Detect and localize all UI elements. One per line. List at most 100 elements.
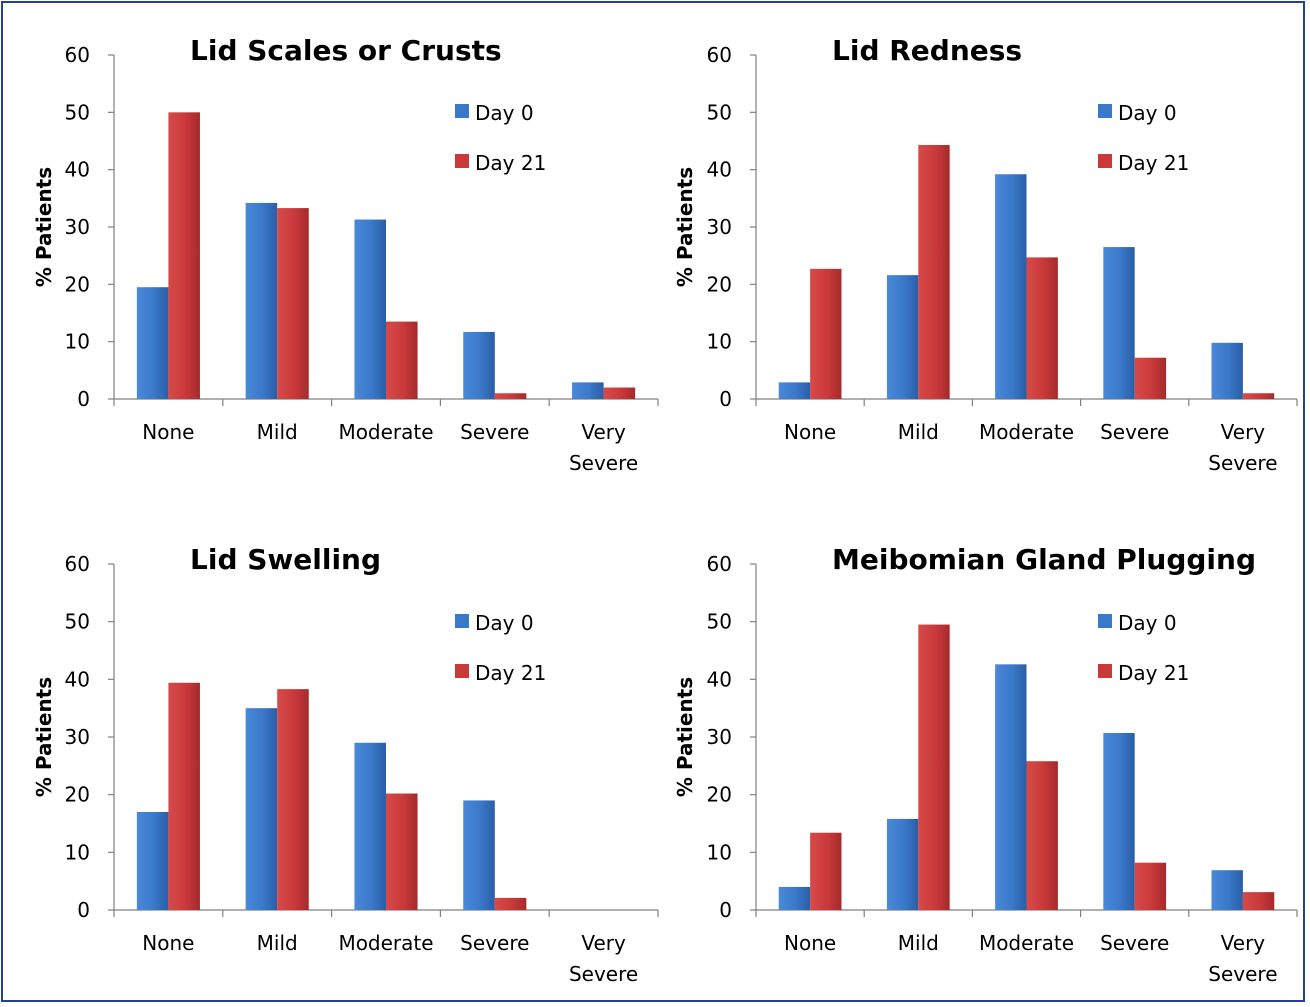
bar-day-0 (136, 811, 169, 910)
bar-day-0 (1103, 247, 1135, 399)
legend-swatch-day-21 (455, 154, 469, 168)
y-tick-label: 50 (707, 610, 732, 634)
legend-label-day-21: Day 21 (1118, 661, 1189, 685)
legend-label-day-21: Day 21 (475, 151, 546, 175)
y-tick-label: 0 (77, 387, 90, 411)
legend-label-day-0: Day 0 (1118, 611, 1177, 635)
x-tick-label: Very Severe (1208, 420, 1277, 475)
y-tick-label: 50 (65, 610, 90, 634)
bar-day-0 (1211, 342, 1243, 399)
y-tick-label: 30 (65, 215, 90, 239)
x-tick-label: None (142, 420, 194, 444)
bar-day-0 (463, 331, 495, 399)
bar-day-0 (136, 287, 169, 399)
bar-day-0 (995, 174, 1027, 399)
bar-day-21 (603, 387, 636, 399)
chart-title: Lid Scales or Crusts (190, 34, 502, 67)
y-tick-label: 20 (707, 272, 732, 296)
y-tick-label: 0 (77, 898, 90, 922)
x-tick-label: Mild (898, 931, 939, 955)
x-tick-label: Mild (898, 420, 939, 444)
y-tick-label: 60 (65, 43, 90, 67)
y-axis-label: % Patients (32, 167, 56, 287)
y-tick-label: 30 (65, 725, 90, 749)
bar-day-21 (1134, 357, 1167, 399)
bar-day-0 (354, 742, 386, 910)
bar-day-0 (463, 800, 495, 910)
x-tick-label: Very Severe (569, 420, 638, 475)
x-tick-label: Mild (257, 931, 298, 955)
bar-day-21 (1026, 257, 1058, 399)
bar-day-0 (572, 382, 604, 399)
bar-day-21 (1242, 892, 1275, 910)
legend-label-day-21: Day 21 (1118, 151, 1189, 175)
legend-swatch-day-21 (455, 664, 469, 678)
bar-day-21 (1134, 862, 1167, 910)
x-tick-label: Severe (1100, 931, 1169, 955)
y-tick-label: 40 (65, 667, 90, 691)
chart-panel: Lid Swelling % Patients 0 10 20 30 40 50 60 None M… (32, 543, 659, 986)
legend-swatch-day-21 (1098, 154, 1112, 168)
y-tick-label: 10 (707, 840, 732, 864)
x-tick-label: Moderate (979, 420, 1074, 444)
legend-label-day-21: Day 21 (475, 661, 546, 685)
y-tick-label: 30 (707, 215, 732, 239)
bar-day-0 (995, 664, 1027, 910)
bar-day-21 (1242, 393, 1275, 399)
legend-swatch-day-0 (455, 614, 469, 628)
y-tick-label: 20 (65, 272, 90, 296)
y-axis-label: % Patients (673, 167, 697, 287)
x-tick-label: Moderate (338, 420, 433, 444)
bar-day-21 (277, 689, 309, 910)
y-tick-label: 30 (707, 725, 732, 749)
y-tick-label: 10 (65, 840, 90, 864)
bar-day-0 (245, 708, 278, 910)
chart-panel: Lid Scales or Crusts % Patients 0 10 20 30 40 5… (32, 34, 659, 475)
bar-day-21 (494, 897, 527, 910)
legend-swatch-day-0 (1098, 614, 1112, 628)
bar-day-0 (886, 275, 919, 399)
x-tick-label: Severe (460, 420, 529, 444)
chart-title: Lid Redness (832, 34, 1022, 67)
y-tick-label: 0 (719, 387, 732, 411)
legend-swatch-day-0 (455, 104, 469, 118)
bar-day-21 (386, 321, 418, 399)
y-tick-label: 40 (65, 158, 90, 182)
bar-day-21 (918, 145, 950, 399)
x-tick-label: Moderate (979, 931, 1074, 955)
bar-day-21 (810, 832, 842, 910)
y-tick-label: 40 (707, 667, 732, 691)
x-tick-label: None (784, 931, 836, 955)
y-tick-label: 20 (707, 783, 732, 807)
bar-day-21 (494, 393, 527, 399)
bar-day-0 (354, 219, 386, 399)
legend-label-day-0: Day 0 (1118, 101, 1177, 125)
x-tick-label: None (784, 420, 836, 444)
bar-day-0 (778, 382, 811, 399)
y-tick-label: 10 (65, 330, 90, 354)
bar-day-21 (386, 793, 418, 910)
x-tick-label: Moderate (338, 931, 433, 955)
y-axis-label: % Patients (673, 677, 697, 797)
x-tick-label: Mild (257, 420, 298, 444)
y-tick-label: 60 (65, 552, 90, 576)
y-tick-label: 0 (719, 898, 732, 922)
bar-day-21 (810, 268, 842, 399)
x-tick-label: Very Severe (569, 931, 638, 986)
chart-panel: Meibomian Gland Plugging % Patients 0 10 20 3… (673, 543, 1298, 986)
bar-day-21 (277, 208, 309, 399)
bar-day-21 (1026, 761, 1058, 910)
chart-title: Meibomian Gland Plugging (832, 543, 1256, 576)
y-axis-label: % Patients (32, 677, 56, 797)
legend-swatch-day-0 (1098, 104, 1112, 118)
y-tick-label: 40 (707, 158, 732, 182)
y-tick-label: 60 (707, 43, 732, 67)
bar-day-21 (918, 624, 950, 910)
bar-day-0 (886, 818, 919, 910)
legend-label-day-0: Day 0 (475, 101, 534, 125)
y-tick-label: 60 (707, 552, 732, 576)
legend-swatch-day-21 (1098, 664, 1112, 678)
x-tick-label: Severe (460, 931, 529, 955)
